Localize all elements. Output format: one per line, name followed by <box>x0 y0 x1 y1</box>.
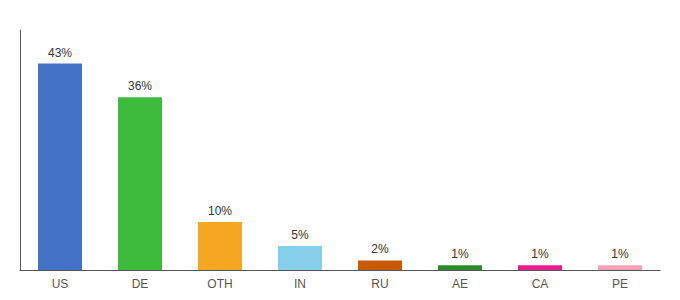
svg-text:CA: CA <box>532 277 549 291</box>
svg-text:43%: 43% <box>48 46 72 60</box>
svg-text:AE: AE <box>452 277 468 291</box>
svg-text:DE: DE <box>132 277 149 291</box>
svg-text:10%: 10% <box>208 204 232 218</box>
svg-text:IN: IN <box>294 277 306 291</box>
svg-text:RU: RU <box>371 277 388 291</box>
svg-text:1%: 1% <box>451 247 469 261</box>
svg-text:2%: 2% <box>371 242 389 256</box>
svg-text:5%: 5% <box>291 228 309 242</box>
svg-text:OTH: OTH <box>207 277 232 291</box>
svg-text:36%: 36% <box>128 79 152 93</box>
svg-text:1%: 1% <box>611 247 629 261</box>
svg-text:1%: 1% <box>531 247 549 261</box>
svg-text:US: US <box>52 277 69 291</box>
svg-text:PE: PE <box>612 277 628 291</box>
